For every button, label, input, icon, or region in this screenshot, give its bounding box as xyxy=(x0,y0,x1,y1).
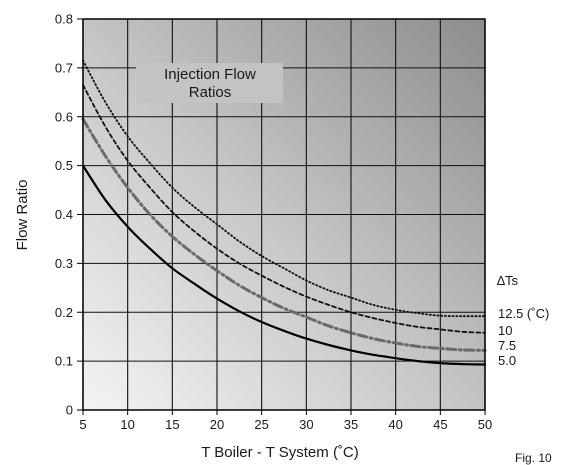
y-tick-label: 0.5 xyxy=(55,158,73,173)
x-tick-labels: 5 10 15 20 25 30 35 40 45 50 xyxy=(79,410,492,432)
x-tick-label: 5 xyxy=(79,417,86,432)
y-tick-labels: 0 0.1 0.2 0.3 0.4 0.5 0.6 0.7 0.8 xyxy=(55,12,83,418)
y-tick-label: 0.3 xyxy=(55,256,73,271)
x-tick-label: 25 xyxy=(254,417,268,432)
x-tick-label: 50 xyxy=(478,417,492,432)
y-tick-label: 0 xyxy=(66,403,73,418)
series-line xyxy=(81,117,487,352)
y-tick-label: 0.7 xyxy=(55,60,73,75)
x-tick-label: 10 xyxy=(120,417,134,432)
series-line xyxy=(81,164,487,366)
title-box-background xyxy=(136,63,283,103)
x-tick-label: 40 xyxy=(388,417,402,432)
legend-label: 5.0 xyxy=(498,353,516,368)
chart-title-line-2: Ratios xyxy=(189,84,232,101)
x-tick-label: 35 xyxy=(344,417,358,432)
y-tick-label: 0.6 xyxy=(55,109,73,124)
y-tick-label: 0.4 xyxy=(55,207,73,222)
x-axis-title: T Boiler - T System (˚C) xyxy=(201,444,359,461)
figure-label: Fig. 10 xyxy=(515,451,552,465)
legend-title: ∆Ts xyxy=(497,273,518,288)
legend-label: 10 xyxy=(498,323,512,338)
series-line xyxy=(82,84,486,334)
legend-label: 12.5 (˚C) xyxy=(498,306,549,321)
series-curves xyxy=(81,59,487,366)
legend-label: 7.5 xyxy=(498,338,516,353)
x-tick-label: 45 xyxy=(433,417,447,432)
x-tick-label: 20 xyxy=(210,417,224,432)
chart-title-line-1: Injection Flow xyxy=(164,66,256,83)
y-tick-label: 0.2 xyxy=(55,305,73,320)
legend-labels: 12.5 (˚C) 107.55.0 xyxy=(498,306,549,368)
y-tick-label: 0.1 xyxy=(55,354,73,369)
x-tick-label: 30 xyxy=(299,417,313,432)
y-tick-label: 0.8 xyxy=(55,12,73,27)
series-line xyxy=(82,59,486,318)
y-axis-title: Flow Ratio xyxy=(14,180,31,251)
x-tick-label: 15 xyxy=(165,417,179,432)
